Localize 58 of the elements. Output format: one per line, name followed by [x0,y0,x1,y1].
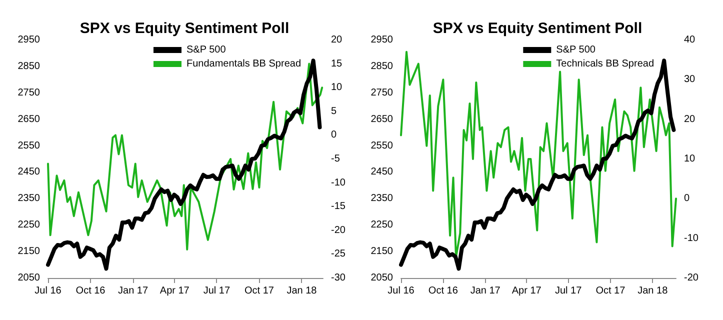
chart-title: SPX vs Equity Sentiment Poll [432,20,642,37]
chart-title: SPX vs Equity Sentiment Poll [80,20,290,37]
y2-tick-label: 0 [684,193,690,204]
y2-tick-label: 0 [331,130,337,141]
y-tick-label: 2050 [370,272,394,284]
x-tick-label: Oct 16 [76,286,106,296]
y2-tick-label: -5 [331,154,340,164]
x-tick-label: Apr 17 [160,286,190,296]
y-tick-label: 2350 [370,193,394,204]
x-tick-label: Jul 17 [554,286,582,296]
x-tick-label: Jan 17 [470,286,501,296]
y-tick-label: 2850 [18,60,40,72]
legend-label: S&P 500 [186,44,226,56]
y-tick-label: 2250 [370,220,394,231]
x-tick-label: Oct 17 [244,286,274,296]
y-tick-label: 2450 [370,166,394,178]
x-tick-label: Apr 17 [512,286,542,296]
y2-tick-label: 20 [331,34,343,46]
y-tick-label: 2550 [370,140,394,152]
y-tick-label: 2150 [18,246,40,258]
x-tick-label: Jan 17 [118,286,148,296]
x-tick-label: Oct 17 [596,286,626,296]
x-tick-label: Jul 17 [203,286,230,296]
x-tick-label: Jul 16 [34,286,62,296]
legend-label: S&P 500 [556,44,596,56]
y-tick-label: 2350 [18,193,40,204]
y2-tick-label: 40 [684,34,696,46]
y2-tick-label: -20 [684,272,699,284]
y-tick-label: 2650 [370,114,394,125]
y-tick-label: 2450 [18,166,40,178]
x-tick-label: Jul 16 [388,286,415,296]
y2-tick-label: -20 [331,224,346,236]
y-tick-label: 2950 [18,34,40,46]
y2-tick-label: 10 [684,154,696,164]
y-tick-label: 2850 [370,60,394,72]
y2-tick-label: 20 [684,114,696,125]
y2-tick-label: -10 [684,232,699,244]
y2-tick-label: 30 [684,74,696,86]
y-tick-label: 2650 [18,114,40,125]
x-tick-label: Oct 16 [428,286,458,296]
y-tick-label: 2750 [370,87,394,98]
y-tick-label: 2050 [18,272,40,284]
y-tick-label: 2550 [18,140,40,152]
legend-label: Technicals BB Spread [556,58,654,70]
y2-tick-label: 15 [331,58,343,70]
y-tick-label: 2150 [370,246,394,258]
legend-label: Fundamentals BB Spread [186,58,302,70]
y-tick-label: 2250 [18,220,40,231]
y2-tick-label: -15 [331,201,346,212]
x-tick-label: Jan 18 [286,286,318,296]
y2-tick-label: 5 [331,106,337,117]
y-tick-label: 2750 [18,87,40,98]
x-tick-label: Jan 18 [638,286,668,296]
y2-tick-label: -30 [331,272,346,284]
y2-tick-label: -10 [331,177,346,188]
y2-tick-label: 10 [331,82,343,94]
y-tick-label: 2950 [370,34,394,46]
y2-tick-label: -25 [331,248,346,260]
